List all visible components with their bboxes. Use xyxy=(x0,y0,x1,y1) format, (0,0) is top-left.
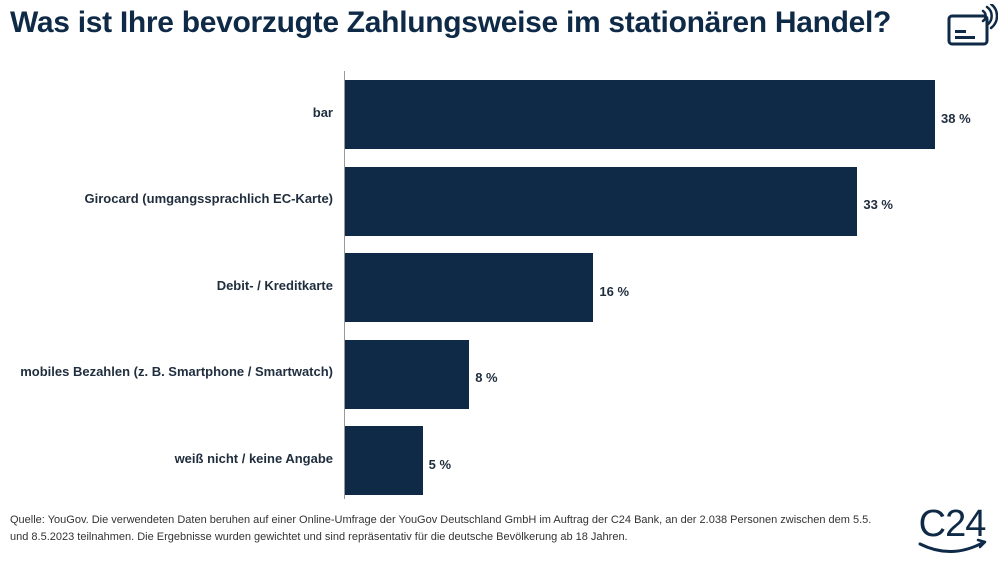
contactless-card-icon xyxy=(947,4,998,46)
category-label: mobiles Bezahlen (z. B. Smartphone / Sma… xyxy=(20,364,333,379)
bar xyxy=(345,339,470,409)
category-label: Debit- / Kreditkarte xyxy=(216,277,333,293)
brand-name: C24 xyxy=(918,503,987,545)
source-line-1: Quelle: YouGov. Die verwendeten Daten be… xyxy=(10,514,872,526)
value-label: 33 % xyxy=(863,197,893,212)
value-label: 38 % xyxy=(941,110,971,126)
category-label: weiß nicht / keine Angabe xyxy=(174,450,333,466)
value-label: 16 % xyxy=(599,283,630,299)
bar xyxy=(345,426,423,495)
bar-chart: bar 38 % Girocard (umgangssprachlich EC-Ka… xyxy=(0,60,1000,500)
value-label: 8 % xyxy=(475,370,498,385)
source-line-2: und 8.5.2023 teilnahmen. Die Ergebnisse … xyxy=(10,531,628,543)
category-axis-line xyxy=(344,71,345,499)
c24-logo: C24 xyxy=(912,502,992,558)
value-label: 5 % xyxy=(428,456,452,472)
bar xyxy=(345,166,858,236)
bar xyxy=(345,253,594,322)
category-label: Girocard (umgangssprachlich EC-Karte) xyxy=(84,191,334,206)
bar xyxy=(345,80,935,149)
source-note: Quelle: YouGov. Die verwendeten Daten be… xyxy=(10,512,890,546)
logo-swoosh-icon xyxy=(918,538,987,554)
category-label: bar xyxy=(312,104,333,120)
chart-title: Was ist Ihre bevorzugte Zahlungsweise im… xyxy=(10,6,892,39)
